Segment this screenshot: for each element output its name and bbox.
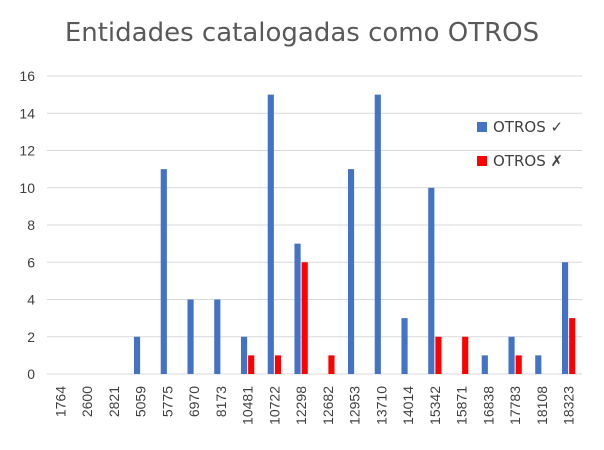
bar	[248, 355, 255, 374]
x-tick-label: 10481	[240, 386, 256, 425]
legend-entry: OTROS ✗	[493, 152, 563, 170]
bar	[328, 355, 335, 374]
legend-swatch	[477, 156, 487, 166]
x-tick-label: 2821	[106, 386, 122, 417]
y-tick-label: 4	[27, 292, 35, 308]
x-tick-label: 15871	[454, 386, 470, 425]
x-tick-label: 16838	[480, 386, 496, 425]
bar	[481, 355, 488, 374]
x-tick-label: 10722	[266, 386, 282, 425]
x-tick-label: 12953	[347, 386, 363, 425]
bar	[133, 336, 141, 374]
y-tick-label: 14	[19, 105, 35, 121]
x-tick-label: 18323	[561, 386, 577, 425]
bar	[301, 262, 308, 374]
bar	[569, 318, 576, 374]
bar	[214, 299, 221, 374]
bar	[508, 336, 515, 374]
bar	[160, 169, 167, 374]
bar	[535, 355, 542, 374]
chart-title: Entidades catalogadas como OTROS	[64, 18, 540, 48]
bar	[240, 336, 248, 374]
bar	[294, 243, 301, 374]
y-tick-label: 8	[27, 217, 35, 233]
bar	[515, 355, 522, 374]
bar	[428, 187, 435, 374]
y-tick-label: 0	[27, 366, 35, 382]
legend-swatch	[477, 122, 487, 132]
bar	[187, 299, 194, 374]
x-tick-label: 14014	[400, 386, 416, 425]
y-tick-label: 16	[19, 68, 35, 84]
x-tick-label: 17783	[507, 386, 523, 425]
x-tick-label: 8173	[213, 386, 229, 417]
bar	[561, 262, 569, 374]
bar	[462, 336, 469, 374]
x-tick-label: 13710	[373, 386, 389, 425]
y-tick-label: 12	[19, 143, 35, 159]
x-tick-label: 18108	[534, 386, 550, 425]
bar	[267, 94, 274, 374]
bar	[401, 318, 408, 374]
x-tick-label: 5775	[159, 386, 175, 417]
legend-entry: OTROS ✓	[493, 118, 563, 136]
y-tick-label: 10	[19, 180, 35, 196]
x-tick-label: 2600	[79, 386, 95, 417]
x-tick-label: 5059	[133, 386, 149, 417]
bar	[347, 169, 355, 374]
x-tick-label: 15342	[427, 386, 443, 425]
y-tick-label: 6	[27, 254, 35, 270]
bar	[274, 355, 282, 374]
x-tick-label: 12298	[293, 386, 309, 425]
bar	[374, 94, 381, 374]
x-tick-label: 6970	[186, 386, 202, 417]
x-tick-label: 1764	[52, 386, 68, 417]
y-tick-label: 2	[27, 329, 35, 345]
x-tick-label: 12682	[320, 386, 336, 425]
bar	[435, 336, 442, 374]
